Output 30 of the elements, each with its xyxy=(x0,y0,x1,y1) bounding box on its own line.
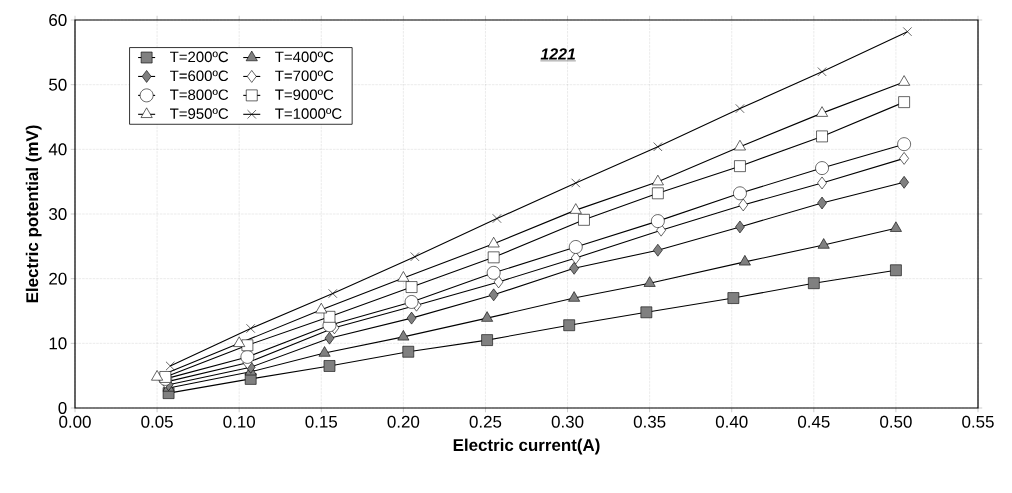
x-axis-title: Electric current(A) xyxy=(453,438,600,455)
legend-label: T=900ºC xyxy=(275,89,334,100)
y-tick-label: 60 xyxy=(49,14,67,27)
y-tick-label: 40 xyxy=(48,143,67,156)
x-tick-label: 0.10 xyxy=(223,415,256,428)
annotation: 1221 xyxy=(540,48,575,60)
y-tick-label: 20 xyxy=(49,272,67,285)
y-axis-title: Electric potential (mV) xyxy=(25,125,42,303)
legend-label: T=200ºC xyxy=(170,51,229,63)
y-tick-label: 30 xyxy=(49,208,67,220)
x-tick-label: 0.30 xyxy=(551,415,584,428)
x-tick-label: 0.55 xyxy=(962,415,994,428)
legend-label: T=700ºC xyxy=(275,70,334,82)
x-tick-label: 0.20 xyxy=(387,415,420,428)
x-tick-label: 0.05 xyxy=(141,415,173,428)
x-tick-label: 0.50 xyxy=(880,415,912,428)
x-tick-label: 0.25 xyxy=(469,415,502,428)
x-tick-label: 0.45 xyxy=(798,415,830,428)
legend-label: T=950ºC xyxy=(170,108,229,119)
y-tick-label: 50 xyxy=(49,78,67,91)
x-tick-label: 0.40 xyxy=(715,415,748,428)
x-tick-label: 0.00 xyxy=(59,415,91,428)
legend-label: T=800ºC xyxy=(170,89,229,100)
y-tick-label: 10 xyxy=(49,337,67,350)
x-tick-label: 0.15 xyxy=(305,415,338,428)
legend-label: T=1000ºC xyxy=(275,108,342,119)
y-tick-label: 0 xyxy=(58,402,67,414)
legend-label: T=600ºC xyxy=(170,70,229,82)
x-tick-label: 0.35 xyxy=(633,415,666,428)
legend-label: T=400ºC xyxy=(275,51,334,63)
